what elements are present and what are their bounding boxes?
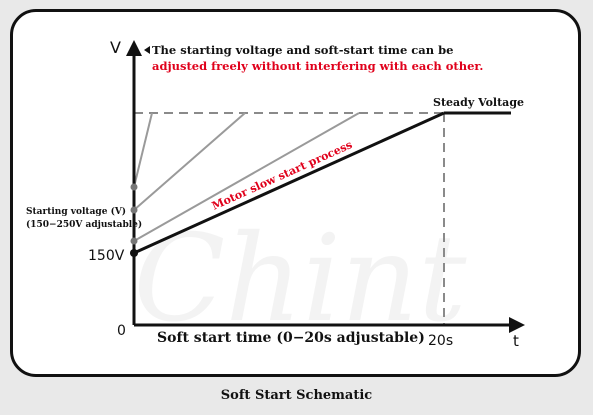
starting-voltage-range: (150−250V adjustable) — [26, 219, 142, 230]
note-line-1: The starting voltage and soft-start time… — [152, 43, 453, 57]
time-end-label: 20s — [428, 333, 453, 349]
alt-ramp-2 — [133, 112, 246, 211]
starting-voltage-title: Starting voltage (V) — [26, 206, 126, 217]
y-axis-arrow-icon — [126, 40, 142, 56]
x-axis-arrow-icon — [509, 317, 525, 333]
start-point-dot — [130, 237, 138, 245]
start-point-dot — [130, 183, 138, 191]
note-line-2: adjusted freely without interfering with… — [152, 59, 483, 73]
alt-ramp-3 — [133, 112, 360, 242]
x-axis-label: t — [513, 332, 519, 350]
origin-label: 0 — [117, 323, 126, 339]
y-axis-label: V — [110, 38, 121, 57]
diagram-panel — [10, 9, 581, 377]
main-ramp — [133, 111, 445, 255]
x-axis-caption: Soft start time (0−20s adjustable) — [157, 330, 425, 346]
steady-voltage-label: Steady Voltage — [433, 96, 524, 109]
start-point-dot — [130, 249, 138, 257]
start-point-dot — [130, 206, 138, 214]
alt-ramp-1 — [133, 112, 153, 188]
process-label: Motor slow start process — [210, 138, 354, 213]
diagram-caption: Soft Start Schematic — [220, 388, 373, 403]
start-voltage-label: 150V — [88, 248, 125, 264]
note-arrow-icon — [144, 46, 150, 54]
